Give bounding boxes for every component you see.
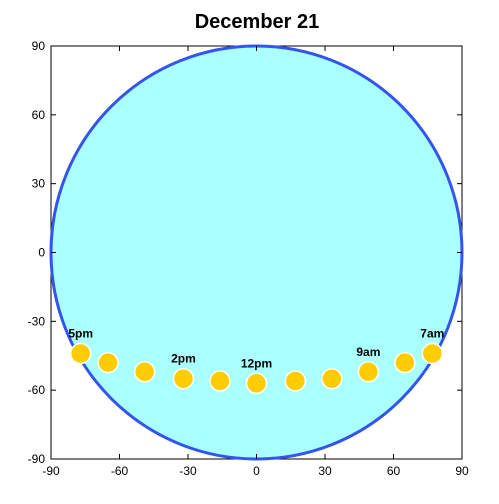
y-tick-label: -30 — [28, 314, 46, 328]
sky-circle — [49, 44, 464, 461]
y-tick-label: -90 — [28, 452, 46, 466]
y-tick-label: 60 — [32, 108, 46, 122]
x-tick-label: 0 — [253, 464, 260, 478]
sun-position-marker — [357, 361, 380, 383]
hour-label: 2pm — [171, 352, 196, 366]
sun-position-marker — [421, 342, 444, 365]
sun-position-marker — [321, 367, 343, 390]
x-tick-label: 90 — [455, 464, 469, 478]
hour-label: 7am — [420, 326, 444, 340]
x-tick-label: 60 — [387, 464, 401, 478]
sun-position-marker — [284, 370, 307, 392]
y-tick-label: 0 — [38, 246, 45, 260]
y-tick-label: 30 — [32, 177, 46, 191]
chart-title: December 21 — [195, 11, 320, 33]
sun-position-marker — [394, 351, 416, 374]
x-tick-label: -30 — [179, 464, 197, 478]
x-tick-label: 30 — [318, 464, 332, 478]
x-tick-label: -60 — [111, 464, 129, 478]
sun-position-marker — [209, 370, 231, 392]
sun-position-marker — [245, 372, 268, 395]
circle-layer — [49, 44, 464, 461]
sun-position-marker — [172, 367, 195, 390]
hour-label: 9am — [356, 345, 380, 359]
sun-position-marker — [133, 361, 156, 383]
y-tick-label: 90 — [32, 39, 46, 53]
hour-label: 5pm — [68, 326, 93, 340]
x-tick-label: -90 — [42, 464, 60, 478]
point-layer: 7am 9am 12pm 2pm 5pm — [68, 326, 444, 395]
y-tick-label: -60 — [28, 383, 46, 397]
sun-position-marker — [97, 351, 119, 374]
tick-layer: -90 -60 -30 0 30 60 90 -90 -60 -30 0 30 60 90 — [28, 39, 469, 478]
sun-position-marker — [69, 342, 92, 365]
hour-label: 12pm — [241, 356, 272, 370]
